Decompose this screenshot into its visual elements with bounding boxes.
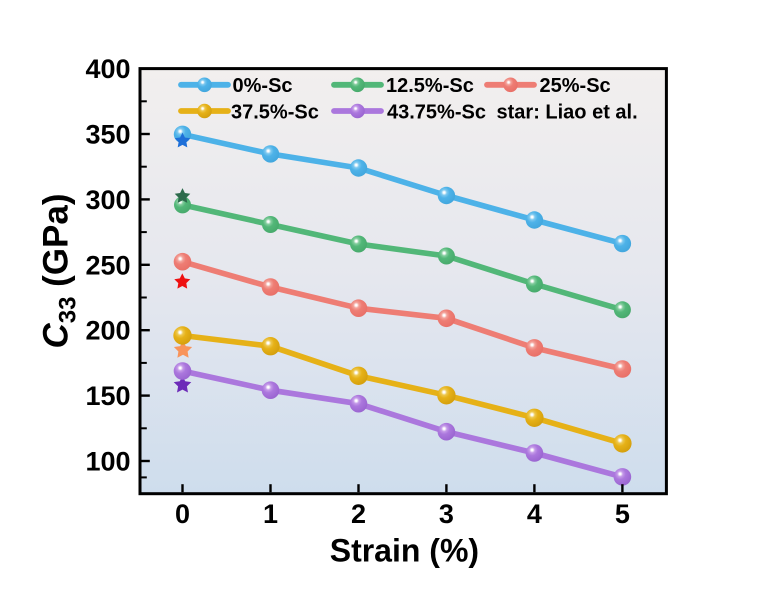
svg-text:37.5%-Sc: 37.5%-Sc xyxy=(231,101,319,123)
svg-text:0%-Sc: 0%-Sc xyxy=(233,75,293,97)
svg-text:400: 400 xyxy=(85,54,130,84)
svg-text:star: Liao et al.: star: Liao et al. xyxy=(497,101,638,123)
svg-text:0: 0 xyxy=(175,499,190,529)
svg-text:4: 4 xyxy=(527,499,542,529)
svg-text:100: 100 xyxy=(85,447,130,477)
svg-text:3: 3 xyxy=(439,499,454,529)
svg-text:25%-Sc: 25%-Sc xyxy=(540,75,611,97)
svg-text:350: 350 xyxy=(85,120,130,150)
svg-text:43.75%-Sc: 43.75%-Sc xyxy=(387,101,486,123)
svg-text:1: 1 xyxy=(263,499,278,529)
svg-text:12.5%-Sc: 12.5%-Sc xyxy=(386,75,474,97)
svg-text:C33 (GPa): C33 (GPa) xyxy=(37,193,82,348)
svg-text:300: 300 xyxy=(85,185,130,215)
svg-text:5: 5 xyxy=(615,499,630,529)
svg-text:2: 2 xyxy=(351,499,366,529)
svg-text:250: 250 xyxy=(85,250,130,280)
svg-text:Strain (%): Strain (%) xyxy=(330,533,479,569)
svg-text:200: 200 xyxy=(85,316,130,346)
svg-text:150: 150 xyxy=(85,381,130,411)
